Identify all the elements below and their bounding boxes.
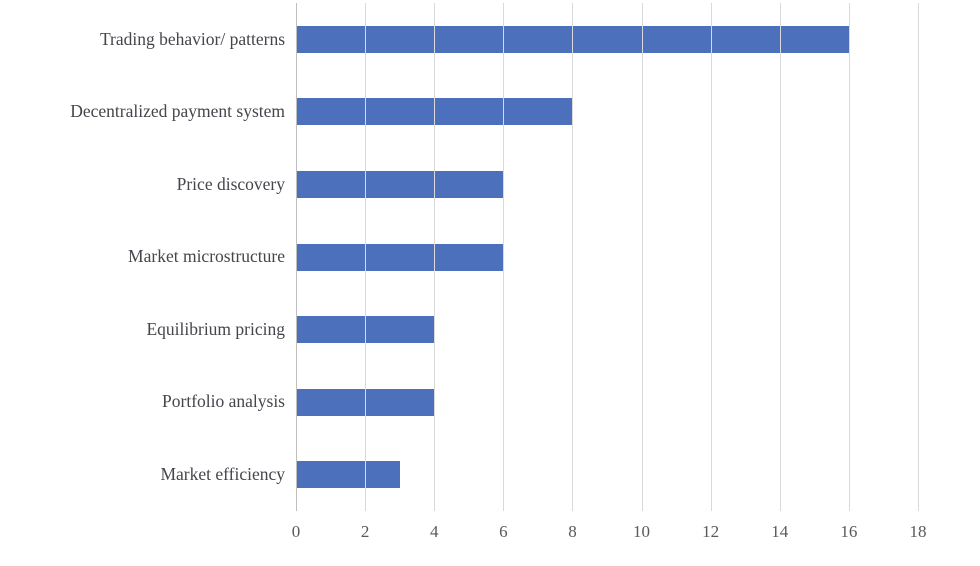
plot-area [296, 3, 919, 511]
x-tick-label: 4 [429, 522, 439, 541]
category-label: Decentralized payment system [70, 101, 285, 122]
value-axis: 0 2 4 6 8 10 12 14 16 18 [292, 520, 927, 550]
category-label: Equilibrium pricing [146, 318, 285, 339]
gridline [503, 3, 505, 511]
category-label: Portfolio analysis [162, 391, 285, 412]
bar-2 [296, 170, 504, 198]
label-row: Trading behavior/ patterns [0, 3, 285, 76]
gridline [918, 3, 919, 511]
bar-row [296, 76, 918, 149]
x-tick-label: 0 [291, 522, 301, 541]
bar-row [296, 366, 918, 439]
x-tick-label: 2 [360, 522, 370, 541]
bar-series [296, 3, 918, 511]
x-tick-label: 8 [568, 522, 577, 541]
label-row: Equilibrium pricing [0, 293, 285, 366]
bar-3 [296, 243, 504, 271]
bar-row [296, 221, 918, 294]
label-row: Decentralized payment system [0, 76, 285, 149]
x-tick-label: 18 [909, 522, 927, 541]
gridline [848, 3, 850, 511]
gridline [434, 3, 436, 511]
label-row: Price discovery [0, 148, 285, 221]
bar-6 [296, 461, 400, 489]
bar-row [296, 293, 918, 366]
bar-row [296, 148, 918, 221]
label-row: Market microstructure [0, 221, 285, 294]
value-axis-zero-line [296, 3, 297, 511]
gridline [572, 3, 574, 511]
bar-row [296, 438, 918, 511]
category-label: Trading behavior/ patterns [99, 28, 285, 49]
x-tick-label: 10 [633, 522, 651, 541]
x-tick-label: 6 [499, 522, 508, 541]
category-axis-labels: Trading behavior/ patterns Decentralized … [0, 3, 285, 511]
gridline [779, 3, 781, 511]
label-row: Market efficiency [0, 438, 285, 511]
gridline [641, 3, 643, 511]
bar-row [296, 3, 918, 76]
x-tick-label: 14 [771, 522, 789, 541]
label-row: Portfolio analysis [0, 366, 285, 439]
x-tick-label: 12 [702, 522, 720, 541]
gridline [365, 3, 367, 511]
category-label: Price discovery [176, 173, 285, 194]
x-tick-label: 16 [840, 522, 858, 541]
category-label: Market microstructure [128, 246, 285, 267]
gridline [710, 3, 712, 511]
category-label: Market efficiency [160, 464, 285, 484]
